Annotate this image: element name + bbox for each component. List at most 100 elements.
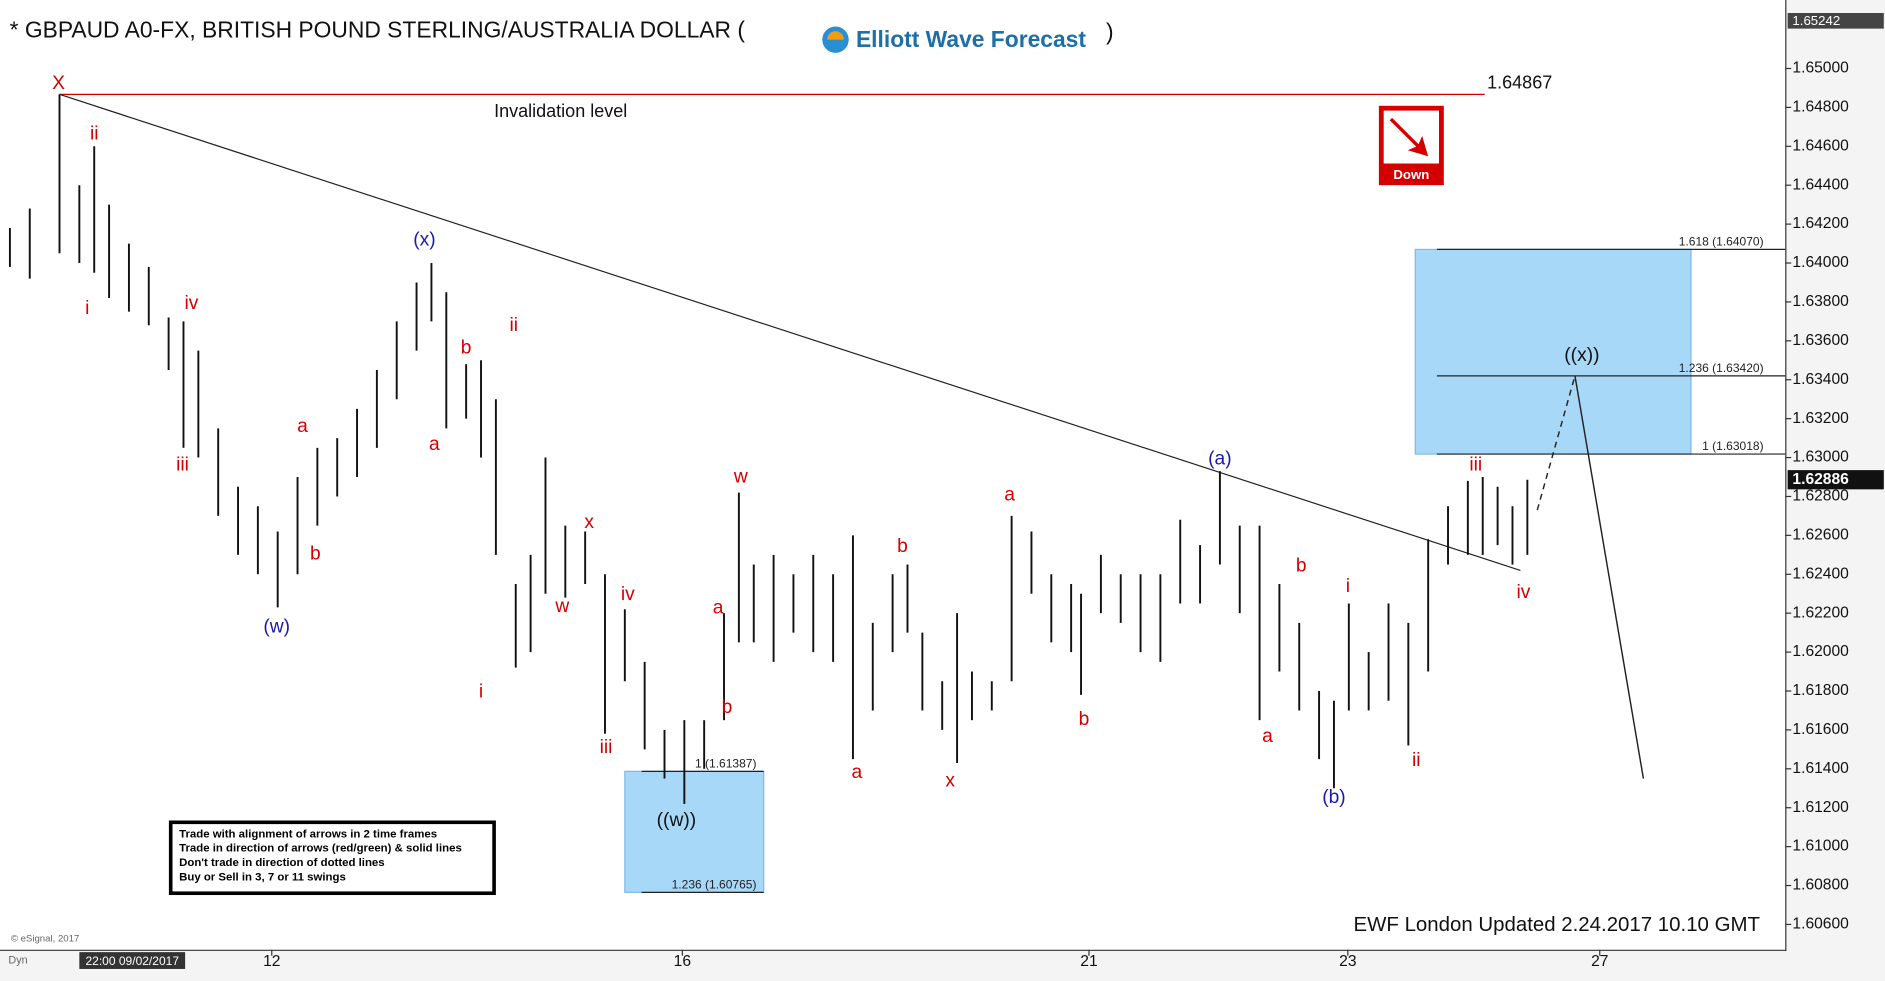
projection-leg: [1536, 375, 1576, 511]
wave-label: w: [733, 466, 748, 487]
x-tick-label: 16: [674, 953, 691, 970]
wave-label: ii: [509, 315, 518, 336]
y-tick-label: 1.61600: [1792, 721, 1849, 738]
y-tick-label: 1.64400: [1792, 176, 1849, 193]
wave-label: i: [85, 298, 89, 319]
chart-title-suffix: ): [1106, 19, 1114, 45]
y-tick-label: 1.62800: [1792, 488, 1849, 505]
invalidation-value: 1.64867: [1487, 72, 1552, 92]
chart-title: * GBPAUD A0-FX, BRITISH POUND STERLING/A…: [10, 16, 746, 42]
projection-leg: [1574, 375, 1645, 779]
wave-label: (a): [1208, 448, 1232, 469]
zones-layer: [624, 248, 1786, 893]
top-price-label: 1.65242: [1792, 13, 1840, 28]
wave-label: iii: [1469, 454, 1482, 475]
signal-arrow: [1389, 117, 1429, 157]
x-tick-label: 27: [1591, 953, 1608, 970]
y-tick-label: 1.60800: [1792, 877, 1849, 894]
wave-label: a: [429, 434, 440, 455]
fib-zone: [624, 770, 765, 893]
y-tick-label: 1.63400: [1792, 371, 1849, 388]
wave-label: x: [584, 512, 594, 533]
wave-label: b: [310, 543, 321, 564]
wave-label: ii: [90, 124, 99, 145]
lines-layer: [59, 93, 1645, 779]
price-axis-bg: [1786, 0, 1885, 981]
rules-border: [168, 820, 496, 896]
wave-label: iv: [1516, 582, 1530, 603]
wave-label: iii: [600, 737, 613, 758]
wave-label: b: [897, 536, 908, 557]
y-tick-label: 1.60600: [1792, 916, 1849, 933]
rule-text: Buy or Sell in 3, 7 or 11 swings: [179, 872, 346, 884]
x-tick-label: 23: [1339, 953, 1356, 970]
wave-label: iii: [176, 454, 189, 475]
signal-text: Down: [1393, 167, 1429, 182]
y-tick-label: 1.63200: [1792, 410, 1849, 427]
wave-label: b: [1296, 555, 1307, 576]
y-tick-label: 1.65000: [1792, 60, 1849, 77]
time-axis-bg: [0, 950, 1787, 981]
rule-text: Trade in direction of arrows (red/green)…: [179, 843, 462, 855]
invalidation-text: Invalidation level: [494, 101, 627, 121]
y-tick-label: 1.63800: [1792, 293, 1849, 310]
wave-label: i: [1346, 576, 1350, 597]
fib-level-label: 1.236 (1.60765): [672, 877, 757, 891]
logo-icon-part: [827, 31, 844, 40]
wave-label: ((w)): [657, 810, 696, 831]
last-price-box: [1787, 470, 1884, 490]
rule-text: Don't trade in direction of dotted lines: [179, 857, 384, 869]
scale-mode: Dyn: [8, 954, 27, 966]
fib-level-label: 1.618 (1.64070): [1679, 234, 1764, 248]
bars-layer: [8, 94, 1529, 804]
y-tick-label: 1.62200: [1792, 604, 1849, 621]
wave-label: (w): [263, 617, 290, 638]
top-price-box: [1787, 12, 1884, 29]
start-time: 22:00 09/02/2017: [85, 954, 179, 968]
wave-label: ii: [1412, 750, 1421, 771]
y-tick-label: 1.61400: [1792, 760, 1849, 777]
y-tick-label: 1.62600: [1792, 526, 1849, 543]
last-price-label: 1.62886: [1792, 471, 1849, 488]
fib-level-label: 1 (1.63018): [1702, 439, 1763, 453]
rules-box: Trade with alignment of arrows in 2 time…: [168, 820, 496, 896]
wave-label: w: [554, 596, 569, 617]
y-tick-label: 1.61800: [1792, 682, 1849, 699]
fib-level-label: 1 (1.61387): [695, 756, 756, 770]
y-tick-label: 1.62400: [1792, 565, 1849, 582]
wave-label: X: [52, 73, 65, 94]
y-tick-label: 1.64000: [1792, 254, 1849, 271]
x-tick-label: 12: [263, 953, 280, 970]
fib-level-label: 1.236 (1.63420): [1679, 361, 1764, 375]
wave-label: iv: [621, 584, 635, 605]
logo-text: Elliott Wave Forecast: [856, 26, 1086, 52]
wave-label: a: [1004, 484, 1015, 505]
y-tick-label: 1.64200: [1792, 215, 1849, 232]
y-tick-label: 1.63600: [1792, 332, 1849, 349]
rule-text: Trade with alignment of arrows in 2 time…: [179, 828, 437, 840]
logo: Elliott Wave Forecast: [812, 16, 1106, 63]
signal-box: Down: [1378, 105, 1444, 186]
wave-label: i: [479, 682, 483, 703]
wave-label: b: [1079, 709, 1090, 730]
wave-label: b: [722, 697, 733, 718]
updated-note: EWF London Updated 2.24.2017 10.10 GMT: [1354, 914, 1760, 936]
trendline: [59, 93, 1521, 571]
start-time-bg: [79, 952, 186, 969]
wave-label: (x): [413, 230, 435, 251]
y-tick-label: 1.61000: [1792, 838, 1849, 855]
y-tick-label: 1.61200: [1792, 799, 1849, 816]
y-tick-label: 1.64800: [1792, 99, 1849, 116]
x-tick-label: 21: [1080, 953, 1097, 970]
wave-label: (b): [1322, 787, 1345, 808]
fib-zone: [1414, 248, 1692, 455]
text-layer: 1.60600 1.60800 1.61000 1.61200 1.61400 1.616…: [52, 13, 1884, 970]
wave-label: a: [852, 762, 863, 783]
y-tick-label: 1.62000: [1792, 643, 1849, 660]
logo-bg: [812, 16, 1106, 63]
wave-label: a: [297, 416, 308, 437]
copyright: © eSignal, 2017: [11, 933, 80, 944]
